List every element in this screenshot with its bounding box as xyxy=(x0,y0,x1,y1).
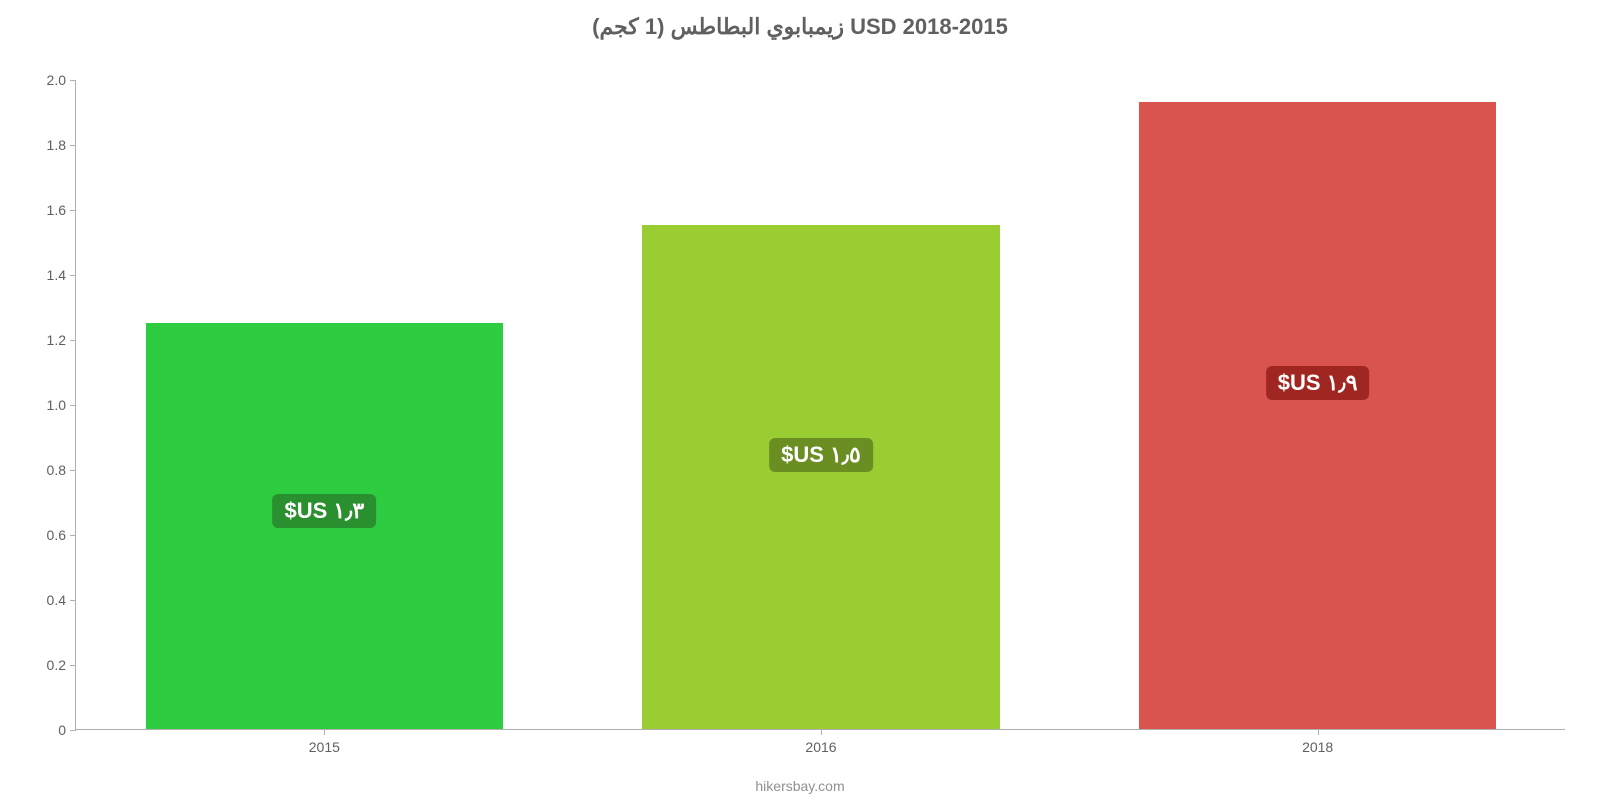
y-tick-label: 0.6 xyxy=(47,527,66,543)
y-tick xyxy=(70,535,76,536)
bar-value-label: ١٫٣ US$ xyxy=(272,494,376,528)
y-tick xyxy=(70,210,76,211)
y-tick-label: 2.0 xyxy=(47,72,66,88)
y-tick xyxy=(70,340,76,341)
x-tick-label: 2016 xyxy=(805,739,836,755)
y-tick xyxy=(70,600,76,601)
x-tick xyxy=(324,729,325,735)
source-attribution: hikersbay.com xyxy=(0,778,1600,794)
y-tick-label: 1.8 xyxy=(47,137,66,153)
y-tick xyxy=(70,145,76,146)
y-tick-label: 0.4 xyxy=(47,592,66,608)
price-chart: زيمبابوي البطاطس (1 كجم) USD 2018-2015 0… xyxy=(0,0,1600,800)
x-tick-label: 2018 xyxy=(1302,739,1333,755)
chart-title: زيمبابوي البطاطس (1 كجم) USD 2018-2015 xyxy=(0,14,1600,40)
x-tick-label: 2015 xyxy=(309,739,340,755)
y-tick xyxy=(70,665,76,666)
bar xyxy=(1139,102,1497,729)
x-tick xyxy=(1318,729,1319,735)
x-tick xyxy=(821,729,822,735)
y-tick-label: 0.8 xyxy=(47,462,66,478)
bar xyxy=(642,225,1000,729)
y-tick-label: 1.6 xyxy=(47,202,66,218)
y-tick-label: 1.2 xyxy=(47,332,66,348)
y-tick xyxy=(70,730,76,731)
y-tick xyxy=(70,405,76,406)
y-tick-label: 1.0 xyxy=(47,397,66,413)
bar-value-label: ١٫٥ US$ xyxy=(769,438,873,472)
y-tick xyxy=(70,80,76,81)
plot-area: 00.20.40.60.81.01.21.41.61.82.0١٫٣ US$20… xyxy=(75,80,1565,730)
y-tick-label: 0.2 xyxy=(47,657,66,673)
y-tick xyxy=(70,275,76,276)
y-tick xyxy=(70,470,76,471)
y-tick-label: 1.4 xyxy=(47,267,66,283)
y-tick-label: 0 xyxy=(58,722,66,738)
bar-value-label: ١٫٩ US$ xyxy=(1266,366,1370,400)
